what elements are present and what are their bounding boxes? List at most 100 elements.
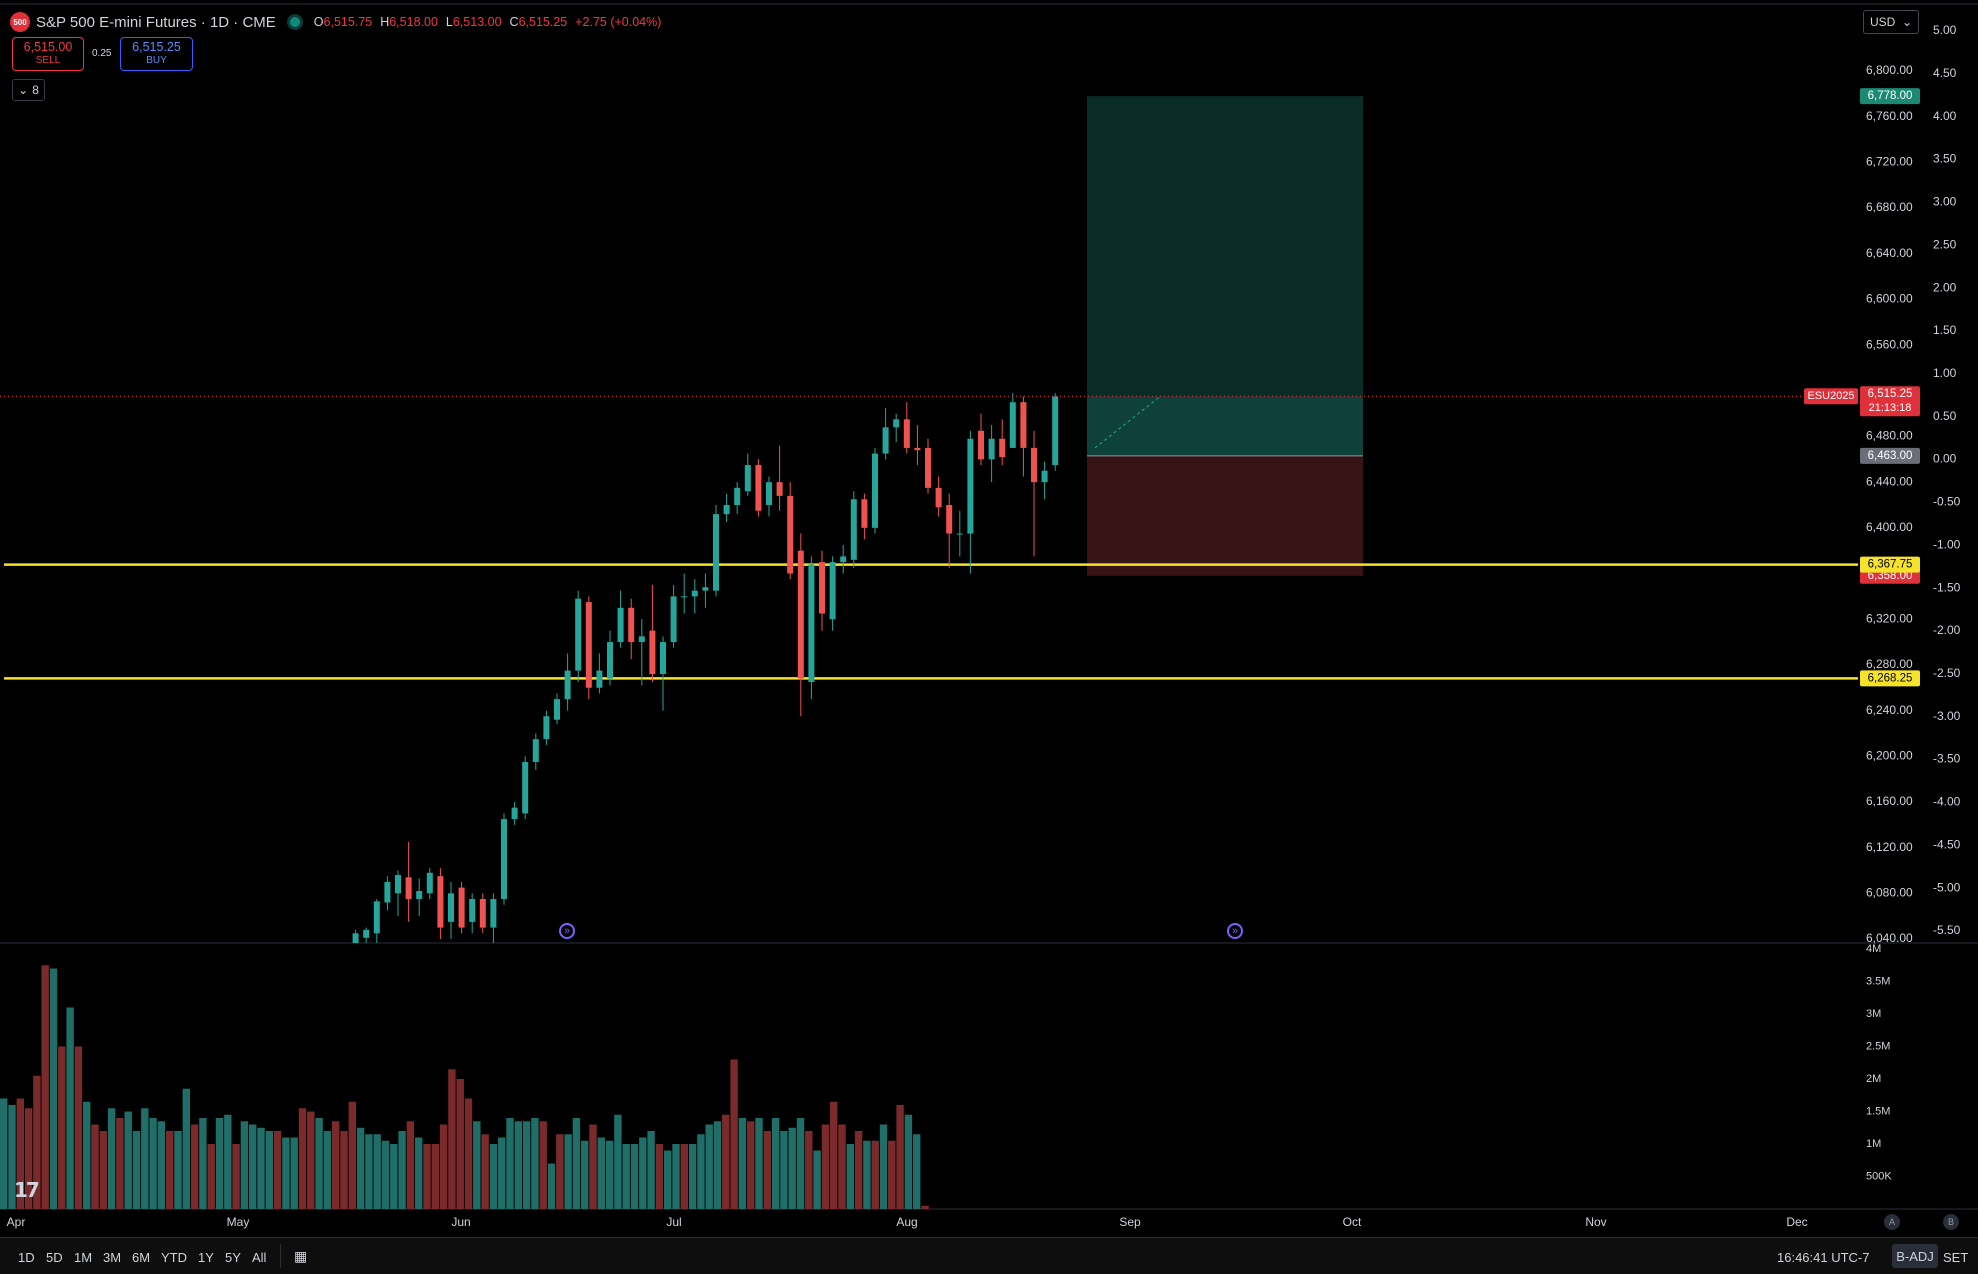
candle-body	[490, 899, 497, 928]
candle-body	[744, 465, 751, 492]
volume-bar	[8, 1105, 16, 1209]
badj-button[interactable]: B-ADJ	[1892, 1244, 1938, 1268]
timeframe-5d[interactable]: 5D	[46, 1250, 63, 1265]
volume-bar	[705, 1124, 713, 1209]
session-button[interactable]: SET	[1943, 1250, 1969, 1265]
sell-button[interactable]: 6,515.00 SELL	[12, 37, 84, 71]
volume-bar	[290, 1137, 298, 1209]
volume-bar	[763, 1131, 771, 1209]
volume-bar	[481, 1134, 489, 1209]
volume-bar	[680, 1144, 688, 1209]
bottom-toolbar: 1D 5D 1M 3M 6M YTD 1Y 5Y All ▦ 16:46:41 …	[0, 1237, 1978, 1274]
candle-body	[384, 881, 391, 903]
price-axis-tick: 6,320.00	[1866, 611, 1913, 625]
chart-canvas[interactable]: 6,800.00 6,760.00 6,720.00 6,680.00 6,640.00…	[0, 0, 1978, 1237]
candle-body	[479, 899, 486, 928]
spread-value: 0.25	[92, 48, 112, 59]
candle-body	[1052, 396, 1059, 466]
percent-axis-tick: 3.00	[1933, 195, 1957, 209]
timeframe-1d[interactable]: 1D	[18, 1250, 35, 1265]
timeframe-ytd[interactable]: YTD	[161, 1250, 187, 1265]
candle-body	[850, 499, 857, 560]
candle-body	[999, 438, 1006, 458]
volume-bar	[838, 1124, 846, 1209]
candle-body	[925, 447, 931, 488]
volume-bar	[506, 1118, 514, 1209]
percent-axis-tick: 1.50	[1933, 323, 1957, 337]
timeframe-3m[interactable]: 3M	[103, 1250, 122, 1265]
volume-bar	[722, 1114, 730, 1209]
candle-body	[501, 819, 507, 900]
candle-body	[914, 447, 921, 451]
candle-body	[797, 550, 804, 679]
volume-bar	[66, 1007, 74, 1209]
volume-bar	[888, 1140, 896, 1209]
divider	[280, 1244, 281, 1268]
volume-axis-tick: 4M	[1866, 943, 1881, 955]
market-status-icon[interactable]	[289, 17, 300, 27]
clock[interactable]: 16:46:41 UTC-7	[1777, 1250, 1870, 1265]
candle-body	[723, 505, 730, 515]
level1-price-label: 6,367.75	[1868, 559, 1913, 571]
chevron-down-icon: ⌄	[18, 83, 29, 97]
volume-bar	[655, 1144, 664, 1209]
price-axis-tick: 6,720.00	[1866, 155, 1913, 169]
tradingview-logo-icon[interactable]: 17	[14, 1178, 40, 1202]
volume-bar	[531, 1118, 539, 1209]
buy-price: 6,515.25	[132, 40, 181, 54]
candle-body	[532, 739, 539, 762]
log-scale-icon[interactable]: B	[1943, 1214, 1959, 1230]
price-axis-tick: 6,400.00	[1866, 520, 1913, 534]
volume-bar	[166, 1131, 174, 1209]
candle-body	[861, 499, 868, 528]
bar-countdown-label: 21:13:18	[1869, 402, 1912, 414]
buy-label: BUY	[146, 55, 167, 66]
volume-bar	[896, 1105, 904, 1209]
time-axis-tick: Nov	[1585, 1215, 1606, 1229]
volume-bar	[564, 1134, 572, 1209]
percent-axis-tick: -3.50	[1933, 752, 1961, 766]
volume-bar	[796, 1118, 805, 1209]
indicators-toggle-button[interactable]: ⌄ 8	[12, 79, 45, 101]
price-axis-tick: 6,200.00	[1866, 748, 1913, 762]
candle-body	[522, 761, 529, 814]
volume-bar	[141, 1108, 149, 1209]
symbol-logo-icon[interactable]: 500	[10, 12, 30, 32]
volume-bar	[298, 1108, 307, 1209]
event-marker-icon[interactable]: »	[559, 923, 575, 939]
timeframe-6m[interactable]: 6M	[132, 1250, 151, 1265]
candle-body	[469, 899, 476, 922]
volume-bar	[755, 1118, 763, 1209]
symbol-title[interactable]: S&P 500 E-mini Futures · 1D · CME	[36, 13, 276, 31]
candle-body	[416, 891, 423, 900]
candle-body	[426, 872, 433, 894]
candle-body	[882, 427, 889, 454]
symbol-badge: ESU2025	[1807, 390, 1854, 402]
candle-body	[988, 438, 995, 460]
volume-bar	[282, 1137, 290, 1209]
price-axis-tick: 6,600.00	[1866, 292, 1913, 306]
timeframe-all[interactable]: All	[252, 1250, 267, 1265]
buy-button[interactable]: 6,515.25 BUY	[120, 37, 193, 71]
volume-bar	[805, 1131, 813, 1209]
timeframe-1y[interactable]: 1Y	[198, 1250, 214, 1265]
price-axis-tick: 6,280.00	[1866, 657, 1913, 671]
candle-body	[935, 487, 942, 508]
timeframe-1m[interactable]: 1M	[74, 1250, 93, 1265]
currency-select[interactable]: USD ⌄	[1863, 10, 1919, 34]
candle-body	[1020, 402, 1027, 448]
auto-scale-icon[interactable]: A	[1884, 1214, 1900, 1230]
percent-axis-tick: 2.50	[1933, 237, 1957, 251]
calendar-icon[interactable]: ▦	[294, 1248, 308, 1264]
scroll-to-realtime-icon[interactable]: »	[1227, 923, 1243, 939]
percent-axis-tick: 5.00	[1933, 23, 1957, 37]
time-axis-tick: Jun	[451, 1215, 470, 1229]
price-axis-tick: 6,080.00	[1866, 885, 1913, 899]
candle-body	[585, 602, 592, 688]
volume-bar	[456, 1079, 464, 1209]
volume-bar	[464, 1098, 473, 1209]
candle-body	[607, 642, 613, 679]
timeframe-5y[interactable]: 5Y	[225, 1250, 241, 1265]
volume-axis-tick: 500K	[1866, 1170, 1892, 1182]
percent-axis-tick: -3.00	[1933, 709, 1961, 723]
